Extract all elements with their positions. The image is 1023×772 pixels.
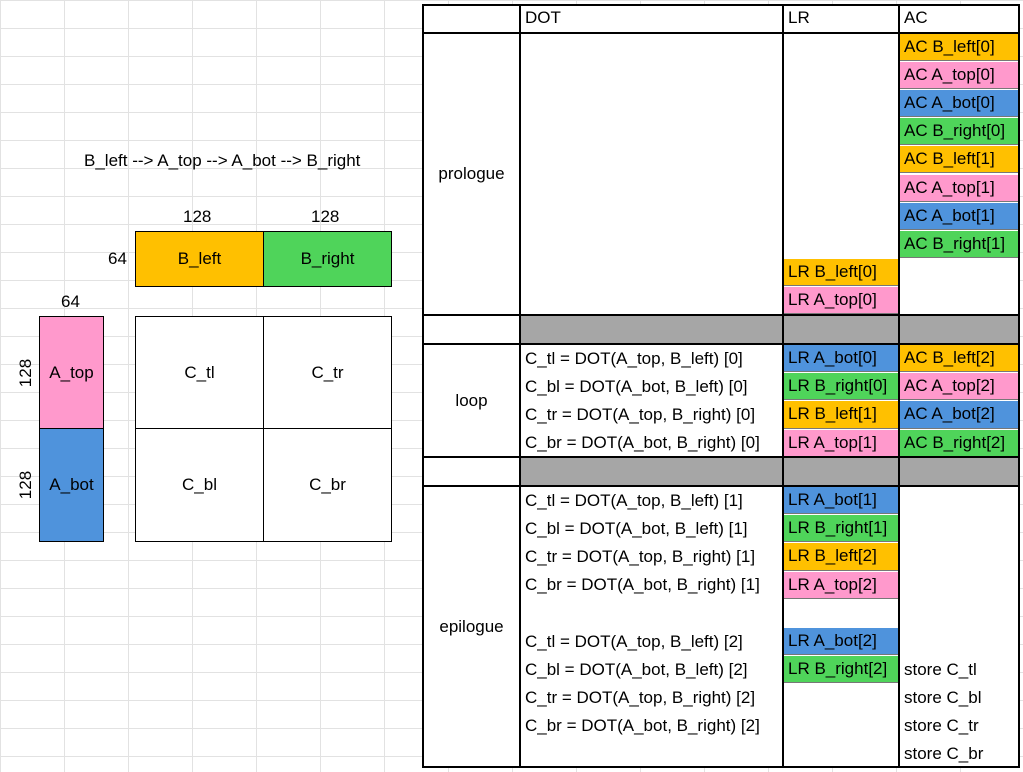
epilogue-lr-cell: LR A_top[2] [784, 571, 898, 599]
tile-b-right-label: B_right [300, 249, 355, 268]
loop-lr-cell: LR B_right[0] [784, 373, 898, 401]
epilogue-dot-cell: C_bl = DOT(A_bot, B_left) [2] [525, 659, 748, 679]
loop-ac-cell: AC B_right[2] [900, 429, 1018, 457]
prologue-ac-cell: AC B_left[1] [900, 146, 1018, 174]
prologue-ac-cell: AC A_bot[1] [900, 202, 1018, 230]
loop-ac-cell: AC A_top[2] [900, 373, 1018, 401]
b-height-label: 64 [108, 249, 127, 268]
tile-c-tr-label: C_tr [311, 362, 344, 382]
epilogue-ac-cell: store C_tr [904, 716, 979, 736]
b-right-width-label: 128 [311, 207, 340, 226]
a-width-label: 64 [61, 292, 80, 311]
epilogue-dot-cell: C_tl = DOT(A_top, B_left) [2] [525, 631, 743, 651]
tile-c-tl-label: C_tl [184, 362, 215, 382]
separator-row-2 [521, 457, 1020, 485]
header-dot: DOT [525, 8, 561, 27]
loop-dot-cell: C_tl = DOT(A_top, B_left) [0] [525, 348, 743, 368]
loop-ac-cell: AC A_bot[2] [900, 401, 1018, 429]
epilogue-lr-cell: LR A_bot[2] [784, 628, 898, 656]
header-ac: AC [904, 8, 928, 27]
tile-c-br: C_br [263, 428, 392, 542]
loop-dot-cell: C_br = DOT(A_bot, B_right) [0] [525, 433, 760, 453]
epilogue-dot-cell: C_bl = DOT(A_bot, B_left) [1] [525, 518, 748, 538]
epilogue-ac-cell: store C_tl [904, 659, 977, 679]
tile-b-left-label: B_left [177, 249, 222, 268]
epilogue-ac-cell: store C_bl [904, 687, 982, 707]
epilogue-lr-cell: LR B_left[2] [784, 543, 898, 571]
epilogue-dot-cell: C_tr = DOT(A_top, B_right) [2] [525, 687, 756, 707]
loop-ac-cell: AC B_left[2] [900, 345, 1018, 373]
prologue-lr-cell: LR A_top[0] [784, 287, 898, 315]
tile-c-tr: C_tr [263, 316, 392, 429]
section-prologue: prologue [438, 164, 505, 183]
pipeline-schedule-table: DOT LR AC prologue loop epilogue AC B_le… [422, 4, 1020, 768]
tile-c-bl-label: C_bl [182, 475, 217, 494]
tile-b-left: B_left [135, 231, 264, 287]
a-top-height-label: 128 [16, 358, 35, 388]
prologue-lr-cell: LR B_left[0] [784, 259, 898, 287]
epilogue-lr-cell: LR B_right[1] [784, 515, 898, 543]
epilogue-dot-cell: C_tr = DOT(A_top, B_right) [1] [525, 546, 756, 566]
tile-a-top: A_top [39, 316, 104, 429]
prologue-ac-cell: AC B_right[1] [900, 230, 1018, 259]
prologue-ac-cell: AC B_left[0] [900, 33, 1018, 61]
prologue-ac-cell: AC A_bot[0] [900, 89, 1018, 118]
epilogue-lr-cell: LR B_right[2] [784, 656, 898, 684]
section-epilogue: epilogue [439, 617, 504, 636]
prologue-ac-cell: AC B_right[0] [900, 118, 1018, 146]
tile-c-tl: C_tl [135, 316, 264, 429]
tile-a-bot-label: A_bot [49, 475, 94, 494]
epilogue-dot-cell: C_tl = DOT(A_top, B_left) [1] [525, 490, 743, 510]
loop-lr-cell: LR A_bot[0] [784, 345, 898, 373]
tile-c-bl: C_bl [135, 428, 264, 542]
epilogue-dot-cell: C_br = DOT(A_bot, B_right) [1] [525, 575, 760, 595]
prologue-ac-cell: AC A_top[1] [900, 174, 1018, 202]
separator-row-1 [521, 315, 1020, 343]
prologue-ac-cell: AC A_top[0] [900, 61, 1018, 89]
epilogue-ac-cell: store C_br [904, 744, 984, 764]
loop-dot-cell: C_tr = DOT(A_top, B_right) [0] [525, 404, 756, 424]
tile-b-right: B_right [263, 231, 392, 287]
epilogue-dot-cell: C_br = DOT(A_bot, B_right) [2] [525, 716, 760, 736]
loop-lr-cell: LR B_left[1] [784, 401, 898, 429]
b-left-width-label: 128 [183, 207, 212, 226]
tile-a-top-label: A_top [49, 362, 94, 382]
a-bot-height-label: 128 [16, 470, 35, 500]
tile-c-br-label: C_br [309, 475, 346, 494]
header-lr: LR [788, 8, 810, 27]
tile-order-text: B_left --> A_top --> A_bot --> B_right [84, 151, 361, 170]
loop-lr-cell: LR A_top[1] [784, 429, 898, 457]
loop-dot-cell: C_bl = DOT(A_bot, B_left) [0] [525, 376, 748, 396]
epilogue-lr-cell: LR A_bot[1] [784, 487, 898, 515]
section-loop: loop [455, 390, 488, 410]
tile-a-bot: A_bot [39, 428, 104, 542]
